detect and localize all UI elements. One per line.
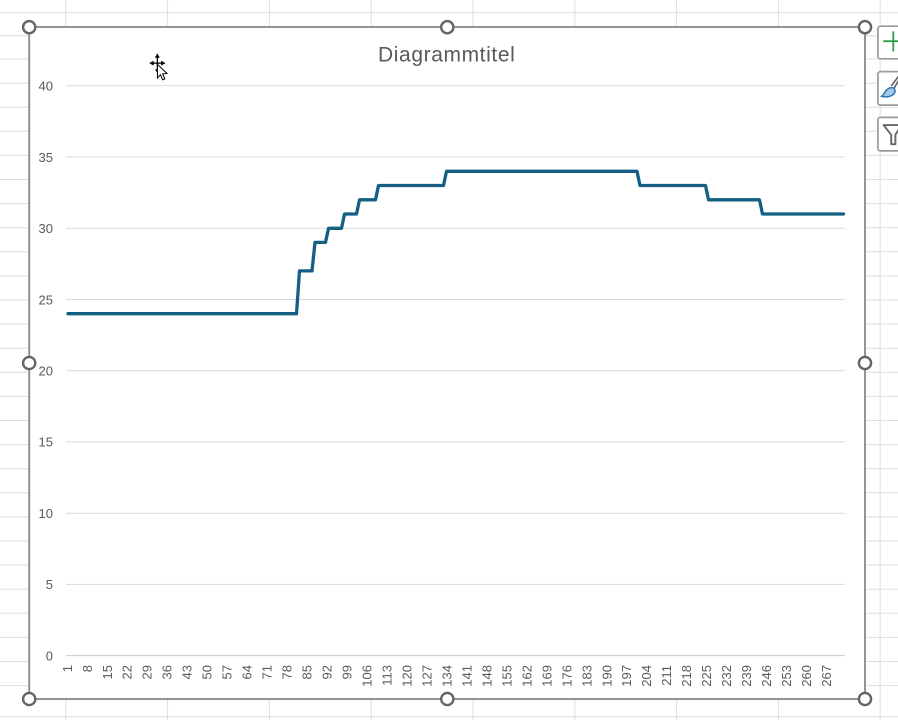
svg-text:43: 43 (180, 665, 195, 679)
svg-text:50: 50 (200, 665, 215, 679)
svg-text:218: 218 (679, 665, 694, 687)
svg-text:29: 29 (140, 665, 155, 679)
svg-text:92: 92 (320, 665, 335, 679)
svg-text:197: 197 (619, 665, 634, 687)
svg-text:25: 25 (39, 292, 53, 307)
svg-text:15: 15 (100, 665, 115, 679)
svg-text:211: 211 (659, 665, 674, 686)
svg-text:225: 225 (699, 665, 714, 687)
svg-text:162: 162 (519, 665, 534, 687)
svg-text:8: 8 (80, 665, 95, 672)
svg-text:190: 190 (599, 665, 614, 687)
svg-text:113: 113 (380, 665, 395, 686)
svg-text:169: 169 (539, 665, 554, 687)
svg-text:232: 232 (719, 665, 734, 687)
svg-text:36: 36 (160, 665, 175, 679)
svg-text:15: 15 (39, 435, 53, 450)
svg-text:204: 204 (639, 665, 654, 687)
svg-text:134: 134 (439, 665, 454, 687)
svg-text:64: 64 (240, 665, 255, 679)
svg-text:0: 0 (46, 648, 53, 663)
svg-text:141: 141 (459, 665, 474, 687)
svg-text:246: 246 (759, 665, 774, 687)
svg-text:155: 155 (499, 665, 514, 687)
svg-text:71: 71 (260, 665, 275, 679)
svg-text:1: 1 (60, 665, 75, 672)
svg-text:120: 120 (400, 665, 415, 687)
svg-text:85: 85 (300, 665, 315, 679)
svg-text:78: 78 (280, 665, 295, 679)
svg-text:Diagrammtitel: Diagrammtitel (378, 43, 515, 66)
svg-text:239: 239 (739, 665, 754, 687)
svg-text:57: 57 (220, 665, 235, 679)
svg-text:20: 20 (39, 364, 53, 379)
svg-text:183: 183 (579, 665, 594, 687)
svg-text:148: 148 (479, 665, 494, 687)
svg-text:99: 99 (340, 665, 355, 679)
svg-text:22: 22 (120, 665, 135, 679)
svg-text:260: 260 (799, 665, 814, 687)
svg-text:40: 40 (39, 79, 53, 94)
svg-text:127: 127 (419, 665, 434, 687)
svg-text:253: 253 (779, 665, 794, 687)
svg-text:35: 35 (39, 150, 53, 165)
svg-text:267: 267 (819, 665, 834, 687)
svg-text:30: 30 (39, 221, 53, 236)
svg-text:106: 106 (360, 665, 375, 687)
svg-text:176: 176 (559, 665, 574, 687)
svg-text:10: 10 (39, 506, 53, 521)
svg-text:5: 5 (46, 577, 53, 592)
